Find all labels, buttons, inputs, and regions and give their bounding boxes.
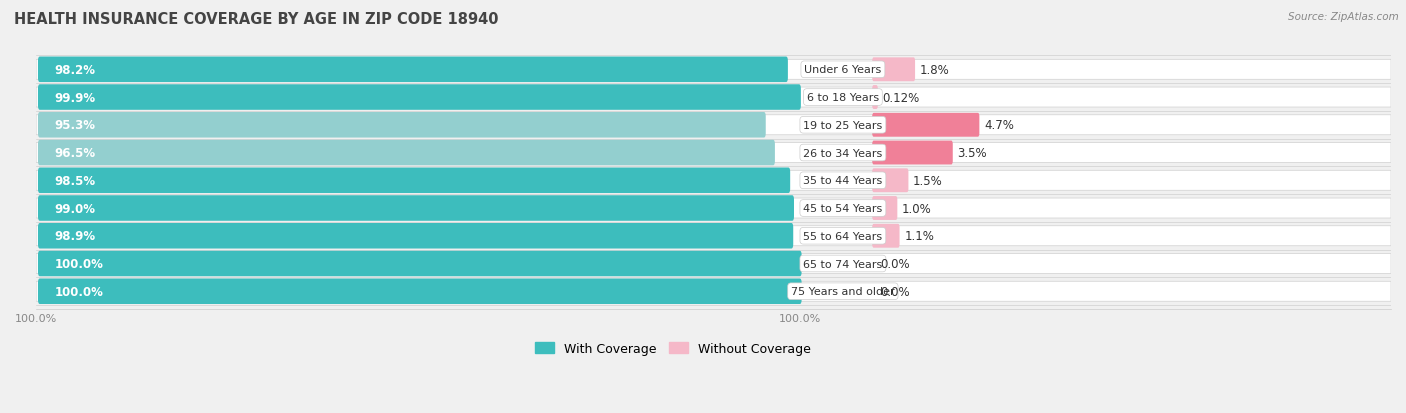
FancyBboxPatch shape	[872, 86, 877, 110]
FancyBboxPatch shape	[37, 171, 1391, 191]
Text: 96.5%: 96.5%	[55, 147, 96, 160]
Text: 1.8%: 1.8%	[920, 64, 949, 76]
FancyBboxPatch shape	[38, 196, 794, 221]
Text: 100.0%: 100.0%	[55, 257, 104, 271]
FancyBboxPatch shape	[38, 140, 775, 166]
FancyBboxPatch shape	[872, 58, 915, 82]
Text: Under 6 Years: Under 6 Years	[804, 65, 882, 75]
Text: 0.12%: 0.12%	[883, 91, 920, 104]
Text: 3.5%: 3.5%	[957, 147, 987, 160]
Text: 95.3%: 95.3%	[55, 119, 96, 132]
FancyBboxPatch shape	[38, 279, 801, 304]
Text: 35 to 44 Years: 35 to 44 Years	[803, 176, 883, 186]
Text: 0.0%: 0.0%	[880, 257, 910, 271]
FancyBboxPatch shape	[38, 85, 801, 111]
FancyBboxPatch shape	[872, 169, 908, 193]
Text: 45 to 54 Years: 45 to 54 Years	[803, 204, 883, 214]
Text: 98.5%: 98.5%	[55, 174, 96, 188]
FancyBboxPatch shape	[37, 254, 1391, 274]
FancyBboxPatch shape	[37, 60, 1391, 80]
Text: Source: ZipAtlas.com: Source: ZipAtlas.com	[1288, 12, 1399, 22]
Legend: With Coverage, Without Coverage: With Coverage, Without Coverage	[530, 337, 815, 360]
FancyBboxPatch shape	[37, 199, 1391, 218]
FancyBboxPatch shape	[872, 114, 980, 138]
Text: 65 to 74 Years: 65 to 74 Years	[803, 259, 883, 269]
Text: 1.0%: 1.0%	[903, 202, 932, 215]
Text: 26 to 34 Years: 26 to 34 Years	[803, 148, 883, 158]
Text: 1.5%: 1.5%	[912, 174, 943, 188]
Text: 19 to 25 Years: 19 to 25 Years	[803, 121, 883, 131]
FancyBboxPatch shape	[37, 226, 1391, 246]
FancyBboxPatch shape	[37, 143, 1391, 163]
Text: 75 Years and older: 75 Years and older	[792, 287, 894, 297]
Text: 6 to 18 Years: 6 to 18 Years	[807, 93, 879, 103]
FancyBboxPatch shape	[38, 251, 801, 277]
Text: 4.7%: 4.7%	[984, 119, 1014, 132]
Text: 98.2%: 98.2%	[55, 64, 96, 76]
FancyBboxPatch shape	[38, 168, 790, 194]
FancyBboxPatch shape	[872, 197, 897, 221]
FancyBboxPatch shape	[38, 57, 787, 83]
Text: 55 to 64 Years: 55 to 64 Years	[803, 231, 883, 241]
Text: 100.0%: 100.0%	[55, 285, 104, 298]
FancyBboxPatch shape	[37, 116, 1391, 135]
FancyBboxPatch shape	[37, 282, 1391, 301]
FancyBboxPatch shape	[38, 113, 766, 138]
Text: 99.0%: 99.0%	[55, 202, 96, 215]
Text: 0.0%: 0.0%	[880, 285, 910, 298]
FancyBboxPatch shape	[872, 141, 953, 165]
FancyBboxPatch shape	[872, 224, 900, 248]
Text: 99.9%: 99.9%	[55, 91, 96, 104]
Text: 98.9%: 98.9%	[55, 230, 96, 243]
Text: 1.1%: 1.1%	[904, 230, 934, 243]
FancyBboxPatch shape	[38, 223, 793, 249]
Text: HEALTH INSURANCE COVERAGE BY AGE IN ZIP CODE 18940: HEALTH INSURANCE COVERAGE BY AGE IN ZIP …	[14, 12, 499, 27]
FancyBboxPatch shape	[37, 88, 1391, 108]
